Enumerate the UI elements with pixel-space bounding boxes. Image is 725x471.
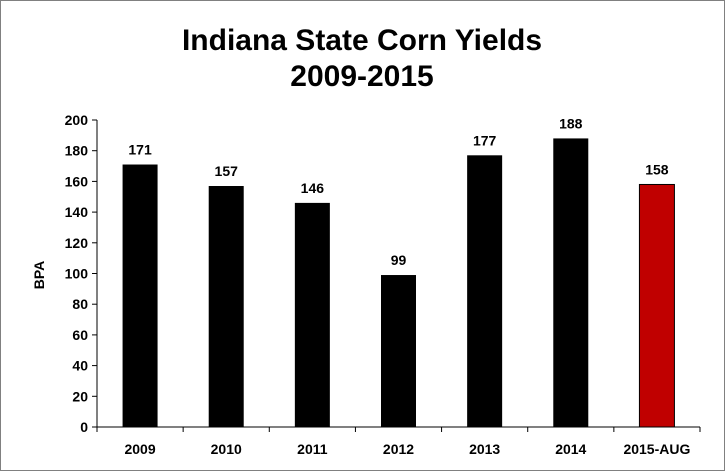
data-label: 188: [559, 115, 583, 131]
bar-2015-aug: [638, 183, 675, 428]
data-labels: 171 157 146 99 177 188 158: [124, 113, 673, 271]
data-label: 146: [301, 180, 325, 196]
y-tick-label: 140: [65, 204, 89, 220]
bar-2009: [122, 164, 158, 427]
data-label-background: [554, 113, 587, 134]
y-axis-label: BPA: [31, 261, 47, 290]
x-tick-label: 2014: [555, 441, 586, 457]
x-tick-label: 2009: [124, 441, 155, 457]
bar-2014: [553, 138, 589, 428]
axes: 0 20 40 60 80 100 120 140 160 180 200 2009 2010 2011 2…: [65, 112, 701, 457]
bar-2011: [294, 202, 330, 427]
chart-title-line-1: Indiana State Corn Yields: [182, 24, 542, 57]
y-tick-label: 20: [72, 388, 88, 404]
y-tick-label: 0: [80, 419, 88, 435]
chart-title-line-2: 2009-2015: [290, 60, 433, 93]
bar-2013: [467, 155, 503, 427]
x-tick-label: 2015-AUG: [623, 441, 690, 457]
bar-2012: [381, 275, 416, 427]
data-label-background: [468, 130, 501, 151]
bars: [122, 138, 675, 428]
y-tick-label: 200: [65, 112, 89, 128]
x-tick-label: 2010: [211, 441, 242, 457]
data-label-background: [640, 159, 673, 180]
data-label: 157: [215, 163, 239, 179]
y-tick-label: 120: [65, 235, 89, 251]
data-label-background: [296, 177, 329, 198]
data-label-background: [382, 250, 415, 271]
bar-2010: [208, 186, 244, 427]
y-tick-label: 80: [72, 296, 88, 312]
y-tick-label: 180: [65, 143, 89, 159]
y-tick-label: 60: [72, 327, 88, 343]
data-label: 99: [391, 252, 407, 268]
y-tick-label: 100: [65, 266, 89, 282]
x-tick-label: 2011: [297, 441, 328, 457]
y-tick-label: 40: [72, 358, 88, 374]
y-tick-label: 160: [65, 173, 89, 189]
data-label: 177: [473, 132, 497, 148]
data-label: 158: [645, 161, 669, 177]
data-label-background: [210, 161, 243, 182]
x-tick-label: 2012: [383, 441, 414, 457]
data-label: 171: [128, 142, 152, 158]
x-tick-label: 2013: [469, 441, 500, 457]
data-label-background: [124, 139, 157, 160]
